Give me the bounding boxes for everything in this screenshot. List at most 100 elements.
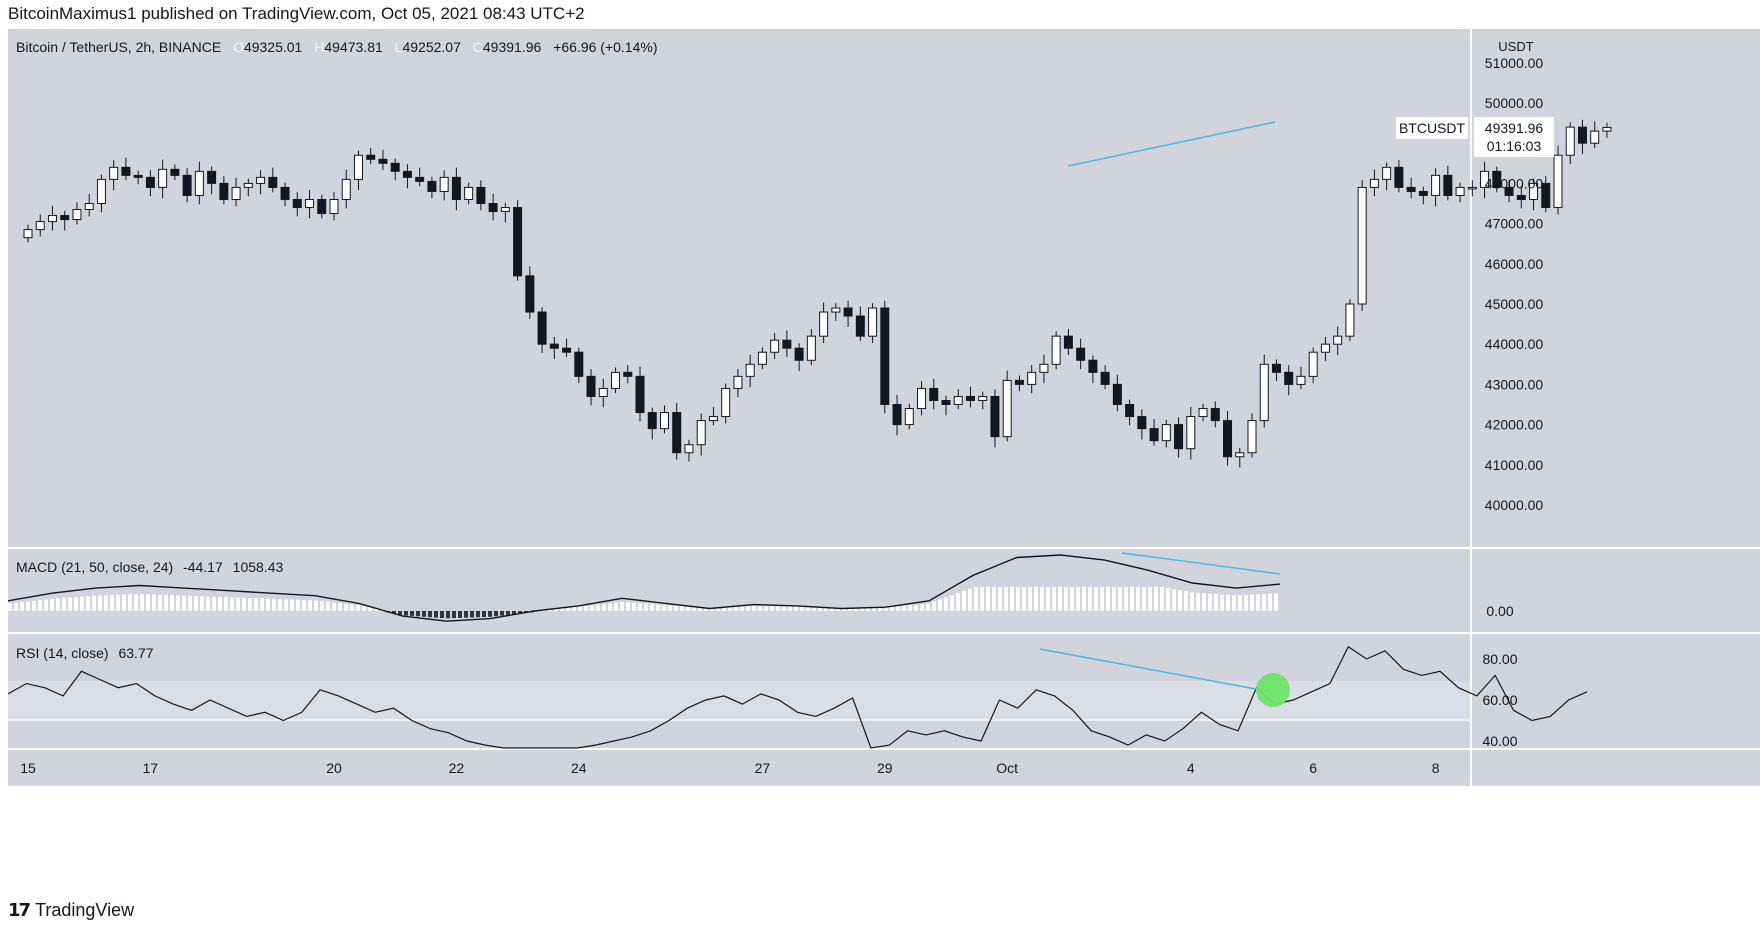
- candle: [1431, 168, 1441, 207]
- macd-bar: [1112, 587, 1116, 611]
- candle: [623, 365, 633, 384]
- candle: [537, 307, 547, 354]
- candle: [1284, 365, 1294, 396]
- macd-bar: [416, 611, 420, 617]
- candle: [892, 394, 902, 436]
- macd-bar: [746, 606, 750, 611]
- candle: [1369, 169, 1379, 197]
- legend-low: 49252.07: [402, 39, 461, 55]
- macd-bar: [632, 602, 636, 611]
- macd-bar: [1142, 587, 1146, 611]
- macd-bar: [518, 611, 522, 614]
- time-axis-pane[interactable]: [8, 750, 1470, 786]
- candle: [745, 354, 755, 388]
- macd-bar: [8, 603, 12, 611]
- legend-high-label: H: [314, 39, 324, 55]
- candle: [1504, 180, 1514, 203]
- macd-bar: [218, 596, 222, 611]
- macd-bar: [1166, 587, 1170, 611]
- macd-bar: [296, 599, 300, 611]
- chart-svg[interactable]: 51000.0050000.0049000.0048000.0047000.00…: [0, 29, 1764, 889]
- macd-axis-ticks: 0.00: [1486, 603, 1513, 619]
- candle: [439, 170, 449, 201]
- candle: [1565, 122, 1575, 165]
- macd-bar: [986, 587, 990, 611]
- macd-bar: [650, 604, 654, 611]
- macd-bar: [32, 600, 36, 611]
- macd-bar: [1250, 594, 1254, 611]
- bar-countdown-label: 01:16:03: [1487, 138, 1542, 154]
- candle: [1467, 180, 1477, 197]
- macd-bar: [1226, 595, 1230, 611]
- macd-bar: [110, 595, 114, 611]
- legend-symbol: Bitcoin / TetherUS, 2h, BINANCE: [16, 39, 221, 55]
- time-tick-label: 17: [143, 760, 159, 776]
- macd-bar: [404, 611, 408, 616]
- candle: [133, 170, 143, 185]
- candle: [562, 338, 572, 358]
- macd-bar: [1172, 589, 1176, 611]
- macd-bar: [14, 602, 18, 611]
- candle: [611, 367, 621, 394]
- macd-bar: [452, 611, 456, 619]
- ticker-badge[interactable]: [1396, 117, 1468, 139]
- macd-bar: [812, 607, 816, 611]
- macd-bar: [398, 611, 402, 615]
- macd-bar: [1028, 587, 1032, 611]
- candle: [525, 266, 535, 319]
- candle: [794, 343, 804, 372]
- macd-bar: [608, 603, 612, 611]
- macd-bar: [764, 606, 768, 611]
- candle: [84, 193, 94, 217]
- last-price-badge[interactable]: [1474, 117, 1554, 157]
- candle: [1345, 299, 1355, 341]
- time-tick-label: 15: [20, 760, 36, 776]
- candle: [1076, 338, 1086, 370]
- macd-bar: [194, 596, 198, 611]
- candle: [880, 300, 890, 414]
- candle: [1357, 180, 1367, 311]
- price-axis-unit: USDT: [1498, 39, 1533, 54]
- macd-bar: [428, 611, 432, 618]
- macd-bar: [1160, 587, 1164, 611]
- macd-bar: [1148, 587, 1152, 611]
- candle: [1051, 331, 1061, 370]
- candle: [1480, 161, 1490, 199]
- macd-bar: [656, 604, 660, 611]
- rsi-line: [7, 645, 1588, 749]
- macd-bar: [158, 594, 162, 611]
- legend-close: 49391.96: [483, 39, 542, 55]
- macd-pane[interactable]: [8, 549, 1470, 632]
- macd-bar: [962, 590, 966, 611]
- candle: [427, 176, 437, 199]
- price-tick-label: 47000.00: [1485, 216, 1544, 232]
- macd-bar: [122, 594, 126, 611]
- macd-bar: [1022, 587, 1026, 611]
- macd-bar: [728, 607, 732, 611]
- candle: [1112, 374, 1122, 412]
- candle: [1492, 166, 1502, 193]
- candle: [1308, 347, 1318, 384]
- macd-bar: [308, 600, 312, 611]
- candle: [1333, 326, 1343, 356]
- candle: [390, 158, 400, 181]
- macd-bar: [1076, 587, 1080, 611]
- time-tick-label: 29: [877, 760, 893, 776]
- price-tick-label: 41000.00: [1485, 457, 1544, 473]
- macd-bar: [152, 594, 156, 611]
- candle: [1088, 355, 1098, 384]
- macd-bar: [356, 605, 360, 611]
- candle: [831, 303, 841, 321]
- candle: [953, 389, 963, 410]
- chart-area[interactable]: 51000.0050000.0049000.0048000.0047000.00…: [0, 29, 1764, 889]
- macd-trendline[interactable]: [1121, 552, 1281, 575]
- price-pane[interactable]: [8, 29, 1470, 547]
- macd-bar: [134, 594, 138, 611]
- macd-bar: [326, 601, 330, 611]
- price-trendline[interactable]: [1067, 121, 1276, 167]
- macd-line: [7, 554, 1281, 622]
- macd-bar: [992, 587, 996, 611]
- candle: [1186, 406, 1196, 460]
- macd-bar: [1070, 587, 1074, 611]
- rsi-trendline[interactable]: [1039, 648, 1273, 693]
